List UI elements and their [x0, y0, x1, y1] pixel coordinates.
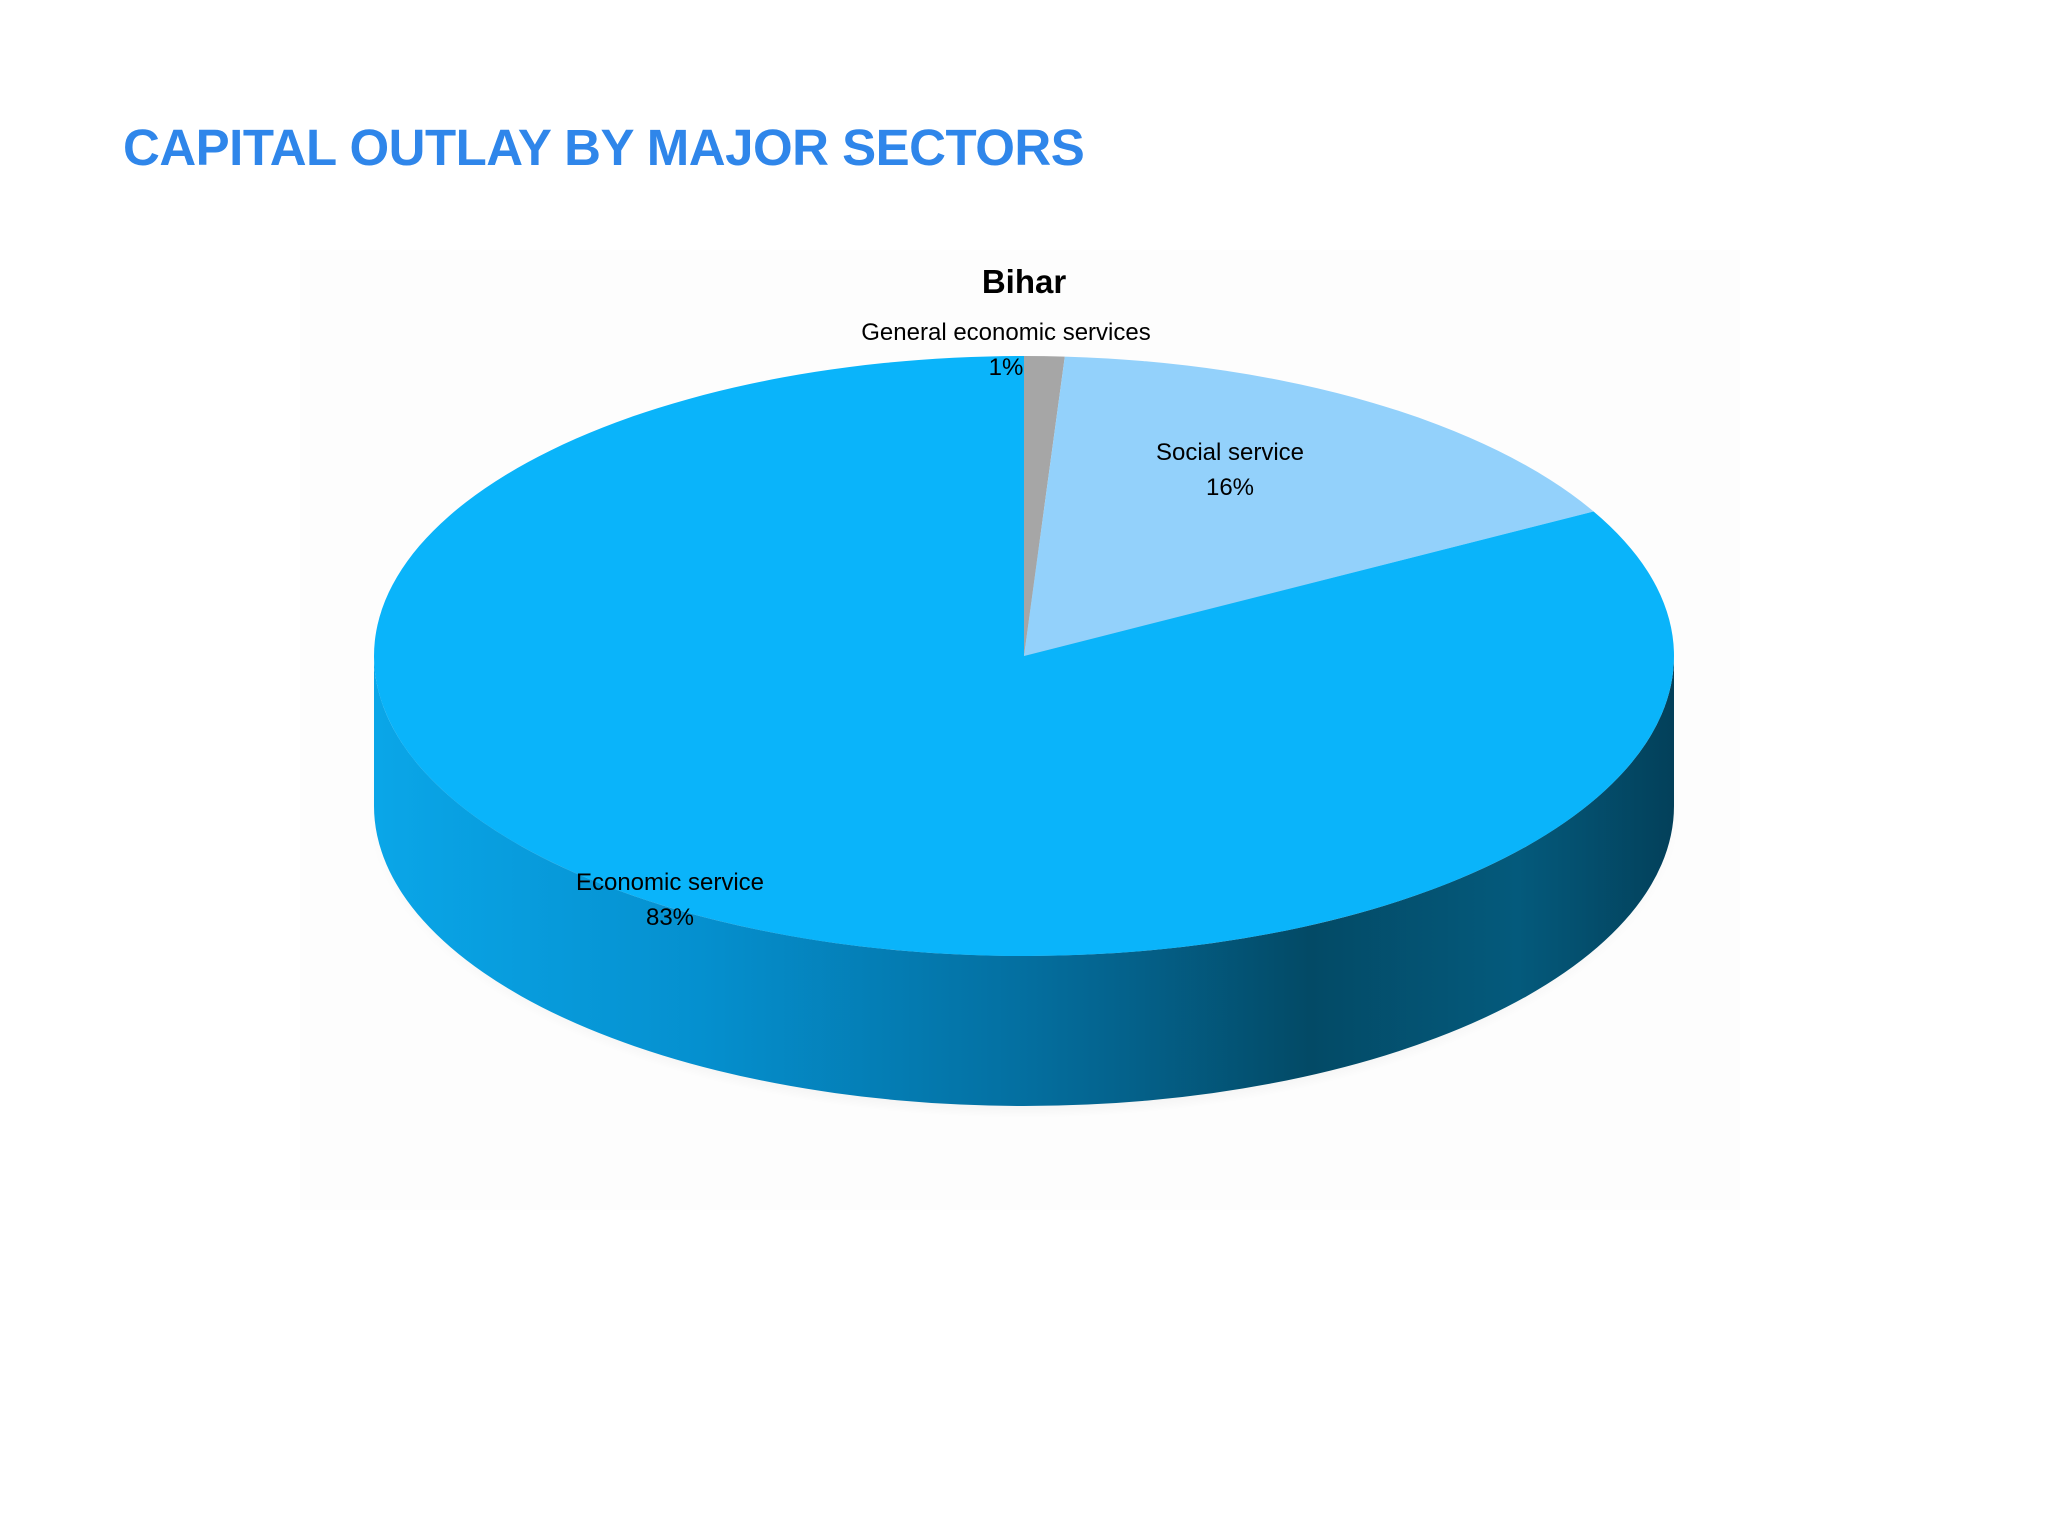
pie-slice-economic-service — [374, 356, 1675, 956]
slice-label-percent: 16% — [1206, 474, 1254, 501]
slice-label: General economic services 1% — [861, 319, 1150, 381]
slide-title: CAPITAL OUTLAY BY MAJOR SECTORS — [123, 119, 1085, 176]
slice-label: Social service 16% — [1156, 439, 1304, 501]
slice-label-percent: 83% — [646, 904, 694, 931]
slice-label-name: Social service — [1156, 439, 1304, 466]
pie-slice-general-economic-services — [1024, 356, 1065, 656]
pie-side-wall — [374, 656, 1674, 1106]
slice-label-percent: 1% — [989, 354, 1024, 381]
slice-label-name: General economic services — [861, 319, 1150, 346]
slice-label-name: Economic service — [576, 869, 764, 896]
chart-title: Bihar — [982, 263, 1067, 300]
pie-slice-social-service — [1024, 356, 1594, 656]
slice-label: Economic service 83% — [576, 869, 764, 931]
